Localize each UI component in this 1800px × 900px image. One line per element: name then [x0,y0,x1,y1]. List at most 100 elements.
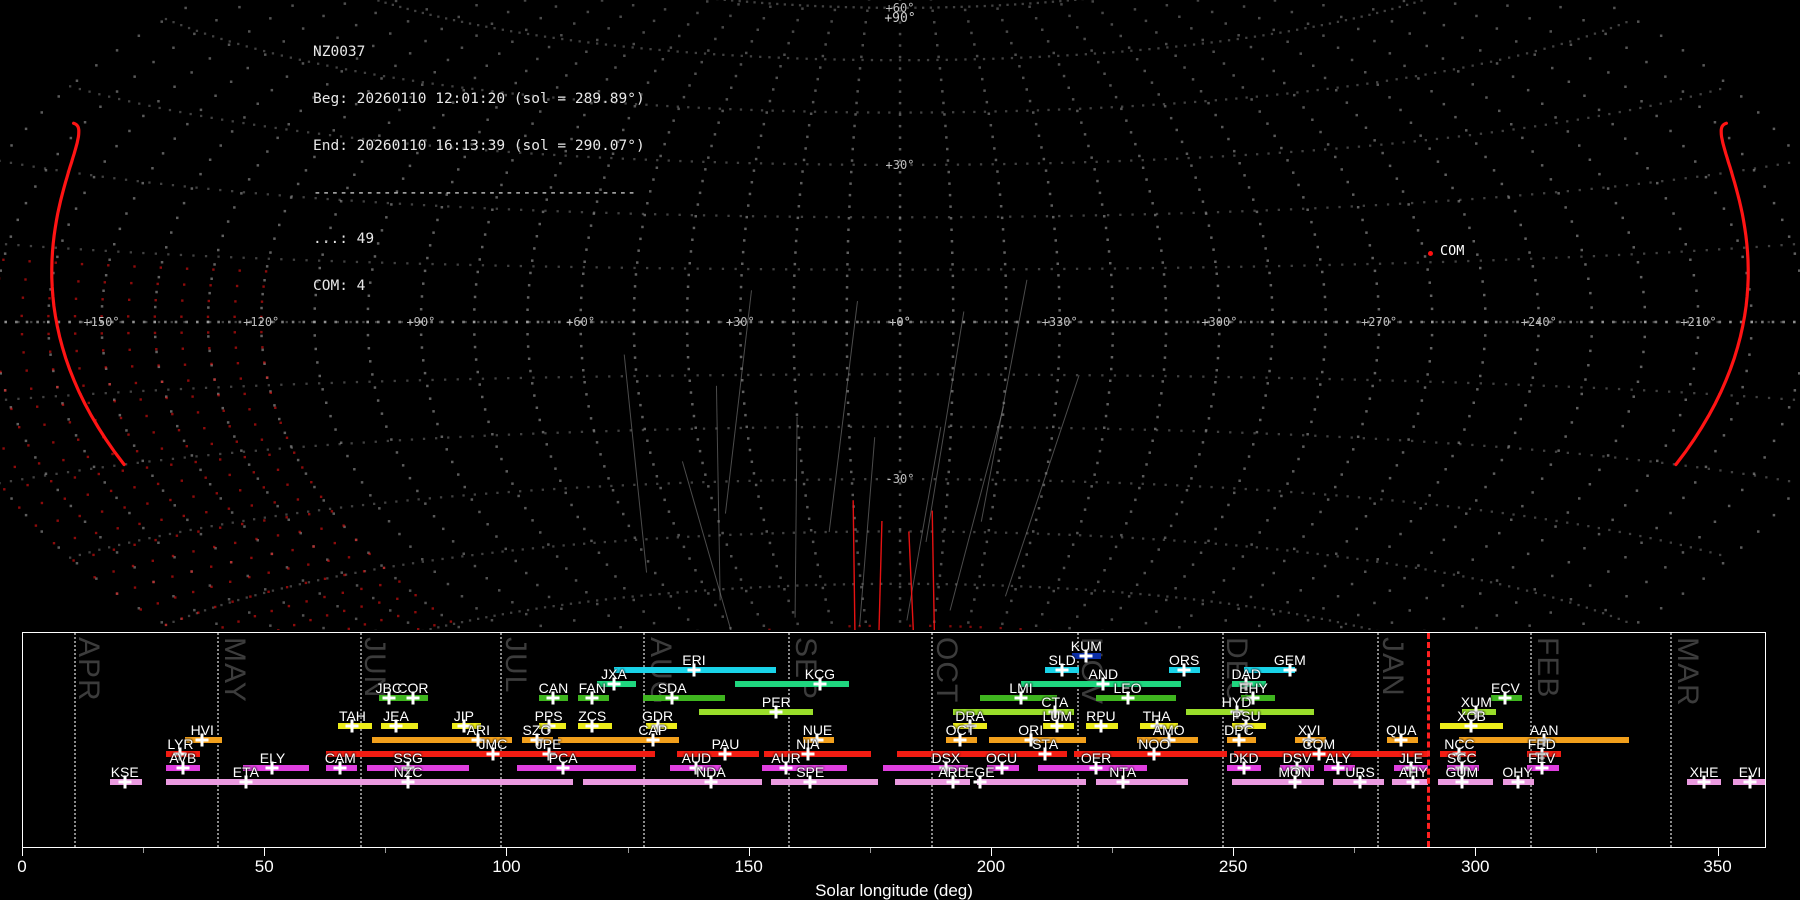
shower-peak-marker [954,734,967,747]
shower-peak-marker [1312,748,1325,761]
shower-peak-marker [1094,720,1107,733]
shower-peak-marker [402,776,415,789]
axis-minor-tick [1596,848,1597,853]
shower-peak-marker [780,762,793,775]
shower-peak-marker [547,692,560,705]
shower-peak-marker [1511,776,1524,789]
axis-tick-label: 100 [492,857,520,877]
shower-peak-marker [586,720,599,733]
shower-peak-marker [608,678,621,691]
axis-major-tick [1718,848,1719,856]
shower-peak-marker [406,692,419,705]
shower-bar[interactable] [583,779,762,785]
meteor-tracks [0,255,1404,630]
shower-peak-marker [666,692,679,705]
axis-minor-tick [1112,848,1113,853]
shower-peak-marker [239,776,252,789]
shower-peak-marker [1354,776,1367,789]
sky-map-canvas[interactable]: +90°-90°+60°+30°+0°-30°-60°+180°+150°+12… [0,0,1800,630]
shower-peak-marker [1455,776,1468,789]
shower-peak-marker [1116,776,1129,789]
solar-longitude-axis: 0 50 100 150 200 250 300 350 Solar longitude (d… [22,848,1766,900]
shower-peak-marker [1232,734,1245,747]
shower-bar[interactable] [699,709,813,715]
month-label-may: MAY [217,637,251,703]
axis-tick-label: 50 [255,857,274,877]
shower-peak-marker [973,776,986,789]
axis-minor-tick [628,848,629,853]
axis-tick-label: 0 [17,857,26,877]
axis-minor-tick [870,848,871,853]
axis-minor-tick [1354,848,1355,853]
axis-major-tick [749,848,750,856]
shower-activity-timeline[interactable]: APRMAYJUNJULAUGSEPOCTNOVDECJANFEBMAR KUM… [22,632,1766,848]
radiant-marker [1428,251,1433,256]
shower-peak-marker [334,762,347,775]
current-sol-line [1427,633,1430,847]
radiant-name-com: COM [1440,243,1464,259]
axis-major-tick [22,848,23,856]
shower-peak-marker [266,762,279,775]
month-label-apr: APR [71,637,105,702]
axis-tick-label: 300 [1461,857,1489,877]
shower-peak-marker [1148,748,1161,761]
axis-minor-tick [385,848,386,853]
shower-peak-marker [118,776,131,789]
shower-peak-marker [1744,776,1757,789]
shower-peak-marker [1039,748,1052,761]
shower-peak-marker [1178,664,1191,677]
shower-peak-marker [1698,776,1711,789]
axis-tick-label: 250 [1219,857,1247,877]
month-label-jan: JAN [1375,637,1409,697]
shower-peak-marker [1465,720,1478,733]
shower-peak-marker [687,664,700,677]
axis-minor-tick [143,848,144,853]
shower-peak-marker [704,776,717,789]
shower-bar[interactable] [771,779,878,785]
shower-peak-marker [1535,762,1548,775]
shower-peak-marker [801,748,814,761]
axis-tick-label: 350 [1703,857,1731,877]
shower-peak-marker [586,692,599,705]
shower-peak-marker [1332,762,1345,775]
shower-peak-marker [1407,776,1420,789]
shower-peak-marker [1288,776,1301,789]
month-label-oct: OCT [929,637,963,703]
shower-peak-marker [947,776,960,789]
axis-title: Solar longitude (deg) [22,881,1766,900]
shower-bar[interactable] [326,779,573,785]
axis-tick-label: 150 [734,857,762,877]
sky-map[interactable]: +90°-90°+60°+30°+0°-30°-60°+180°+150°+12… [0,0,1800,630]
shower-peak-marker [804,776,817,789]
month-label-feb: FEB [1530,637,1564,698]
month-label-jul: JUL [498,637,532,693]
axis-major-tick [264,848,265,856]
shower-peak-marker [486,748,499,761]
shower-peak-marker [719,748,732,761]
shower-peak-marker [1395,734,1408,747]
shower-peak-marker [995,762,1008,775]
month-label-mar: MAR [1670,637,1704,707]
axis-major-tick [1475,848,1476,856]
axis-major-tick [1233,848,1234,856]
axis-tick-label: 200 [977,857,1005,877]
sky-grid-labels: +90°-90°+60°+30°+0°-30°-60°+180°+150°+12… [0,1,1800,630]
shower-peak-marker [1237,762,1250,775]
shower-peak-marker [1080,650,1093,663]
shower-peak-marker [557,762,570,775]
shower-peak-marker [1056,664,1069,677]
shower-peak-marker [1090,762,1103,775]
axis-major-tick [506,848,507,856]
shower-peak-marker [813,678,826,691]
axis-major-tick [991,848,992,856]
shower-peak-marker [1499,692,1512,705]
shower-peak-marker [390,720,403,733]
shower-peak-marker [382,692,395,705]
shower-peak-marker [196,734,209,747]
app-root: NZ0037 Beg: 20260110 12:01:20 (sol = 289… [0,0,1800,900]
shower-peak-marker [346,720,359,733]
shower-peak-marker [646,734,659,747]
shower-peak-marker [770,706,783,719]
shower-peak-marker [176,762,189,775]
shower-peak-marker [1051,720,1064,733]
